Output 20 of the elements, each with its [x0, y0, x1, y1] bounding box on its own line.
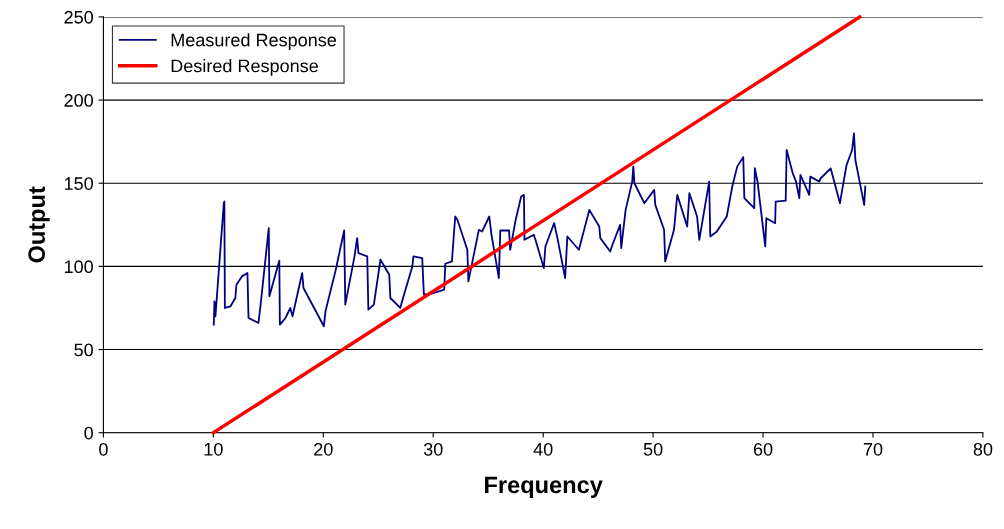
x-tick-label: 50 [643, 442, 663, 456]
line-series [212, 132, 867, 328]
y-tick-label: 0 [84, 426, 93, 440]
x-tick-label: 30 [423, 442, 443, 456]
y-axis-title: Output [28, 186, 50, 263]
y-tick-label: 100 [64, 260, 93, 274]
x-tick-label: 20 [314, 442, 333, 456]
x-tick-label: 10 [204, 442, 223, 456]
y-tick-label: 200 [64, 94, 93, 107]
x-axis-title: Frequency [485, 476, 603, 498]
legend-label: Desired Response [171, 59, 318, 76]
x-tick-label: 40 [533, 442, 553, 456]
y-tick-label: 250 [64, 10, 93, 24]
y-tick-label: 150 [64, 177, 93, 190]
x-tick-label: 60 [753, 442, 773, 456]
y-tick-label: 50 [74, 343, 93, 357]
x-tick-label: 0 [99, 442, 108, 456]
x-tick-label: 80 [973, 442, 993, 456]
legend-label: Measured Response [171, 33, 337, 51]
x-tick-label: 70 [863, 442, 883, 456]
